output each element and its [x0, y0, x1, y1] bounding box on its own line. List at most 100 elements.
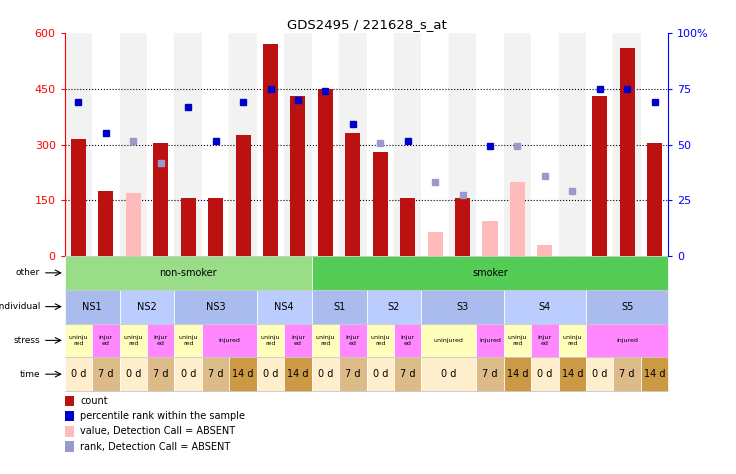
Text: individual: individual: [0, 302, 40, 311]
Text: uninju
red: uninju red: [508, 335, 527, 346]
Text: 14 d: 14 d: [506, 369, 528, 379]
Bar: [291, 96, 305, 256]
Title: GDS2495 / 221628_s_at: GDS2495 / 221628_s_at: [286, 18, 447, 31]
Bar: [311, 357, 339, 391]
Bar: [284, 357, 311, 391]
Bar: [263, 45, 278, 256]
Bar: [537, 245, 553, 256]
Bar: [153, 143, 169, 256]
Text: uninju
red: uninju red: [68, 335, 88, 346]
Text: value, Detection Call = ABSENT: value, Detection Call = ABSENT: [80, 426, 236, 437]
Text: other: other: [16, 268, 40, 277]
Bar: [311, 323, 339, 357]
Text: injur
ed: injur ed: [154, 335, 168, 346]
Bar: [482, 221, 498, 256]
Text: 0 d: 0 d: [372, 369, 388, 379]
Bar: [174, 290, 257, 323]
Text: NS4: NS4: [275, 301, 294, 311]
Text: 14 d: 14 d: [644, 369, 665, 379]
Bar: [586, 323, 668, 357]
Bar: [257, 33, 284, 256]
Text: uninju
red: uninju red: [316, 335, 335, 346]
Bar: [592, 96, 607, 256]
Bar: [65, 256, 311, 290]
Bar: [559, 357, 586, 391]
Text: NS3: NS3: [206, 301, 225, 311]
Bar: [394, 323, 422, 357]
Bar: [120, 290, 174, 323]
Bar: [92, 33, 120, 256]
Text: 0 d: 0 d: [180, 369, 196, 379]
Bar: [641, 357, 668, 391]
Bar: [586, 290, 668, 323]
Bar: [147, 357, 174, 391]
Text: 0 d: 0 d: [126, 369, 141, 379]
Bar: [503, 323, 531, 357]
Text: 0 d: 0 d: [71, 369, 86, 379]
Text: 0 d: 0 d: [318, 369, 333, 379]
Bar: [71, 139, 86, 256]
Bar: [230, 33, 257, 256]
Bar: [394, 33, 422, 256]
Bar: [99, 191, 113, 256]
Bar: [345, 133, 361, 256]
Text: uninju
red: uninju red: [124, 335, 143, 346]
Text: injured: injured: [479, 338, 501, 343]
Bar: [202, 357, 230, 391]
Bar: [503, 33, 531, 256]
Bar: [422, 323, 476, 357]
Bar: [641, 33, 668, 256]
Text: smoker: smoker: [472, 268, 508, 278]
Text: 7 d: 7 d: [400, 369, 415, 379]
Bar: [647, 143, 662, 256]
Bar: [503, 290, 586, 323]
Bar: [147, 323, 174, 357]
Bar: [400, 199, 415, 256]
Text: S3: S3: [456, 301, 469, 311]
Bar: [339, 357, 367, 391]
Bar: [339, 323, 367, 357]
Bar: [422, 290, 503, 323]
Text: uninjured: uninjured: [434, 338, 464, 343]
Text: 0 d: 0 d: [592, 369, 607, 379]
Text: time: time: [19, 370, 40, 379]
Text: uninju
red: uninju red: [178, 335, 198, 346]
Bar: [92, 357, 120, 391]
Bar: [503, 357, 531, 391]
Bar: [311, 256, 668, 290]
Bar: [422, 357, 476, 391]
Bar: [208, 199, 223, 256]
Text: 7 d: 7 d: [482, 369, 498, 379]
Text: injur
ed: injur ed: [538, 335, 552, 346]
Bar: [613, 357, 641, 391]
Text: 14 d: 14 d: [287, 369, 308, 379]
Text: NS1: NS1: [82, 301, 102, 311]
Text: 7 d: 7 d: [345, 369, 361, 379]
Bar: [202, 33, 230, 256]
Text: S2: S2: [388, 301, 400, 311]
Bar: [620, 48, 634, 256]
Bar: [449, 33, 476, 256]
Bar: [65, 323, 92, 357]
Bar: [318, 89, 333, 256]
Bar: [531, 33, 559, 256]
Text: injured: injured: [616, 338, 638, 343]
Bar: [428, 232, 442, 256]
Bar: [174, 323, 202, 357]
Bar: [586, 33, 613, 256]
Text: 7 d: 7 d: [98, 369, 113, 379]
Bar: [120, 323, 147, 357]
Bar: [367, 33, 394, 256]
Text: uninju
red: uninju red: [562, 335, 582, 346]
Text: 14 d: 14 d: [233, 369, 254, 379]
Bar: [559, 33, 586, 256]
Bar: [92, 323, 120, 357]
Bar: [230, 357, 257, 391]
Bar: [180, 199, 196, 256]
Bar: [147, 33, 174, 256]
Bar: [372, 152, 388, 256]
Bar: [257, 357, 284, 391]
Bar: [586, 357, 613, 391]
Text: percentile rank within the sample: percentile rank within the sample: [80, 411, 245, 421]
Text: 7 d: 7 d: [208, 369, 224, 379]
